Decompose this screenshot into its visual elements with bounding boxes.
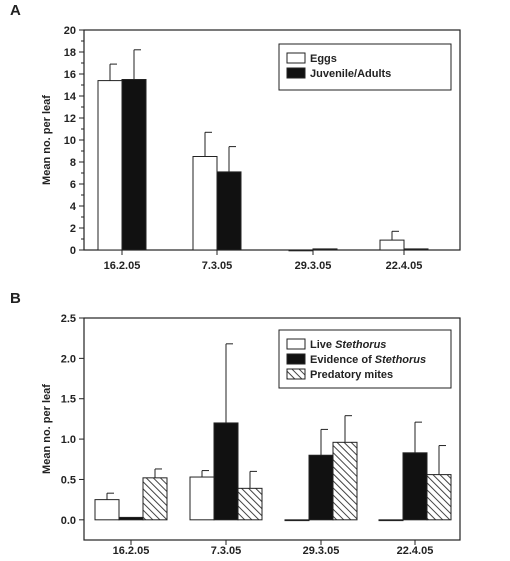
legend-label: Juvenile/Adults — [310, 68, 391, 80]
chart-panel-a: A Mean no. per leaf 0 2 4 6 8 10 12 14 16 18 20 16.2.… — [10, 2, 461, 272]
bar — [378, 519, 404, 522]
bar — [213, 422, 239, 521]
legend-label: Evidence of Stethorus — [310, 354, 426, 366]
y-tick-label: 12 — [64, 113, 76, 125]
panel-label: B — [10, 290, 21, 307]
x-tick-label: 29.3.05 — [303, 545, 340, 557]
legend-label: Predatory mites — [310, 369, 393, 381]
x-tick-label: 16.2.05 — [104, 260, 141, 272]
bar — [97, 80, 123, 251]
bar — [379, 239, 405, 251]
y-tick-label: 14 — [64, 91, 77, 103]
panel-label: A — [10, 2, 21, 19]
y-tick-label: 20 — [64, 25, 76, 37]
y-tick-label: 0.5 — [61, 474, 76, 486]
bar — [312, 248, 338, 251]
x-tick-label: 22.4.05 — [397, 545, 434, 557]
y-tick-label: 1.5 — [61, 394, 76, 406]
x-tick-label: 7.3.05 — [202, 260, 233, 272]
y-axis-title: Mean no. per leaf — [41, 384, 53, 474]
legend-swatch — [286, 52, 306, 64]
y-tick-label: 8 — [70, 157, 76, 169]
bar — [189, 476, 215, 521]
bar — [288, 249, 314, 252]
y-tick-label: 0 — [70, 245, 76, 257]
legend-swatch — [286, 338, 306, 350]
legend-swatch — [286, 67, 306, 79]
y-axis-title: Mean no. per leaf — [41, 95, 53, 185]
bar — [308, 454, 334, 521]
bar — [192, 156, 218, 251]
bar — [142, 477, 168, 521]
y-tick-label: 16 — [64, 69, 76, 81]
legend-swatch — [286, 368, 306, 380]
bar — [403, 248, 429, 251]
x-tick-label: 29.3.05 — [295, 260, 332, 272]
y-tick-label: 2 — [70, 223, 76, 235]
y-tick-label: 0.0 — [61, 515, 76, 527]
legend-box — [278, 43, 452, 91]
bar — [94, 499, 120, 521]
legend-box — [278, 329, 452, 389]
x-tick-label: 7.3.05 — [211, 545, 242, 557]
legend-label: Live Stethorus — [310, 339, 386, 351]
x-tick-label: 22.4.05 — [386, 260, 423, 272]
y-tick-label: 18 — [64, 47, 76, 59]
chart-panel-b: B Mean no. per leaf 0.0 0.5 1.0 1.5 2.0 2.5 16.2… — [10, 290, 461, 557]
legend-swatch — [286, 353, 306, 365]
legend-label: Eggs — [310, 53, 337, 65]
y-tick-label: 6 — [70, 179, 76, 191]
x-tick-label: 16.2.05 — [113, 545, 150, 557]
bar — [118, 516, 144, 521]
plot-frame — [83, 317, 461, 541]
y-tick-label: 4 — [70, 201, 77, 213]
y-tick-label: 1.0 — [61, 434, 76, 446]
y-tick-label: 10 — [64, 135, 76, 147]
bar — [216, 171, 242, 251]
bar — [426, 474, 452, 521]
bar — [402, 452, 428, 521]
bar — [121, 79, 147, 251]
bar — [332, 441, 358, 521]
bar — [237, 487, 263, 521]
bar — [284, 519, 310, 522]
y-tick-label: 2.0 — [61, 353, 76, 365]
y-tick-label: 2.5 — [61, 313, 76, 325]
